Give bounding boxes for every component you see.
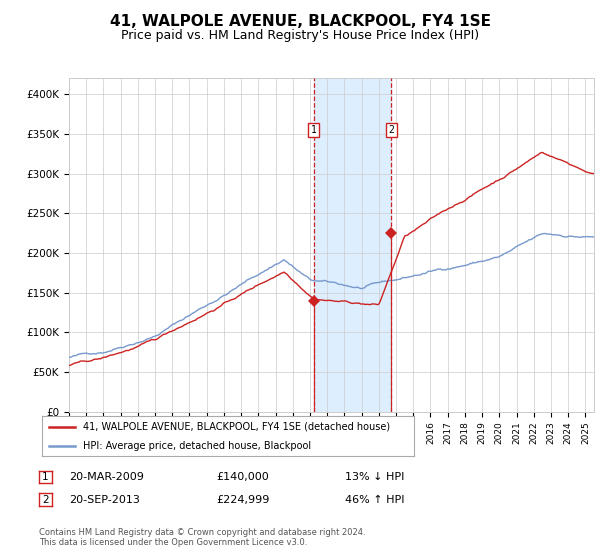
Text: 2: 2: [388, 125, 394, 135]
Text: Price paid vs. HM Land Registry's House Price Index (HPI): Price paid vs. HM Land Registry's House …: [121, 29, 479, 42]
Bar: [314, 78, 391, 412]
Text: 46% ↑ HPI: 46% ↑ HPI: [345, 494, 404, 505]
Text: £140,000: £140,000: [216, 472, 269, 482]
Text: 41, WALPOLE AVENUE, BLACKPOOL, FY4 1SE: 41, WALPOLE AVENUE, BLACKPOOL, FY4 1SE: [110, 14, 491, 29]
Text: Contains HM Land Registry data © Crown copyright and database right 2024.
This d: Contains HM Land Registry data © Crown c…: [39, 528, 365, 547]
Text: £224,999: £224,999: [216, 494, 269, 505]
Text: 2: 2: [42, 494, 49, 505]
Text: 41, WALPOLE AVENUE, BLACKPOOL, FY4 1SE (detached house): 41, WALPOLE AVENUE, BLACKPOOL, FY4 1SE (…: [83, 422, 390, 432]
Text: 1: 1: [42, 472, 49, 482]
Text: 1: 1: [311, 125, 317, 135]
Text: 13% ↓ HPI: 13% ↓ HPI: [345, 472, 404, 482]
Text: 20-SEP-2013: 20-SEP-2013: [69, 494, 140, 505]
Text: HPI: Average price, detached house, Blackpool: HPI: Average price, detached house, Blac…: [83, 441, 311, 451]
Text: 20-MAR-2009: 20-MAR-2009: [69, 472, 144, 482]
